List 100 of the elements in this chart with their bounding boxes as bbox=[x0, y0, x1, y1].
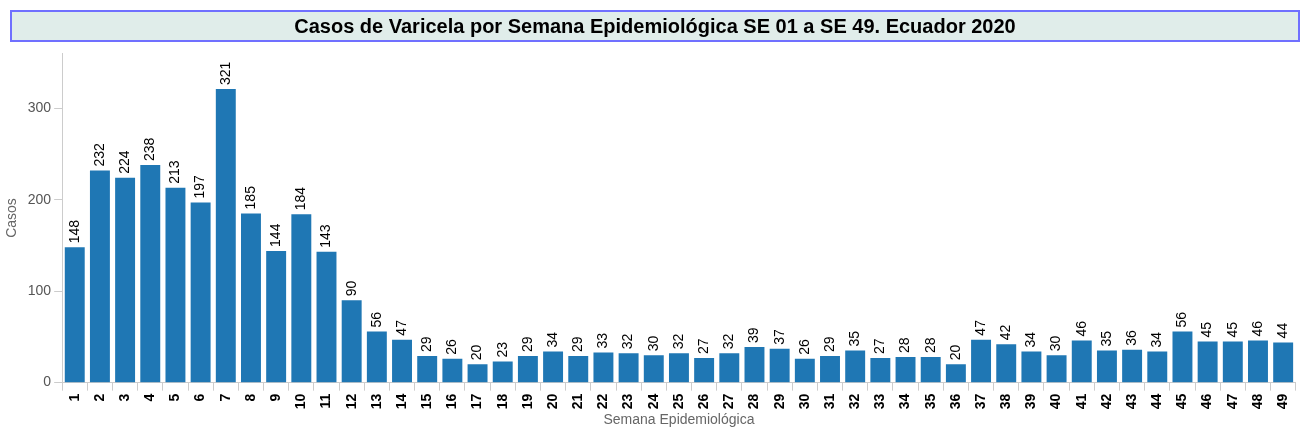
data-label: 27 bbox=[694, 338, 711, 354]
data-label: 232 bbox=[90, 142, 107, 167]
bar bbox=[517, 356, 538, 383]
data-label: 29 bbox=[518, 336, 535, 353]
x-tick-label: 38 bbox=[997, 393, 1014, 410]
bar bbox=[1248, 340, 1268, 383]
bar bbox=[316, 251, 337, 383]
data-label: 36 bbox=[1122, 329, 1139, 346]
x-tick-label: 2 bbox=[90, 393, 107, 402]
x-tick-label: 36 bbox=[946, 393, 963, 410]
bar bbox=[190, 202, 211, 383]
x-tick-label: 22 bbox=[594, 393, 611, 410]
bar bbox=[241, 213, 261, 383]
x-tick-label: 46 bbox=[1198, 393, 1215, 410]
data-label: 35 bbox=[1097, 330, 1114, 347]
bar bbox=[467, 364, 488, 383]
data-label: 23 bbox=[493, 341, 510, 358]
x-tick-label: 10 bbox=[292, 393, 309, 410]
bar bbox=[668, 353, 689, 383]
data-label: 42 bbox=[997, 324, 1014, 341]
bar bbox=[1122, 349, 1143, 383]
bar bbox=[996, 344, 1017, 383]
data-label: 39 bbox=[745, 327, 762, 343]
x-tick-label: 3 bbox=[115, 393, 132, 402]
y-tick-label: 100 bbox=[27, 282, 52, 299]
data-label: 45 bbox=[1223, 321, 1240, 338]
bar bbox=[1071, 340, 1092, 383]
data-label: 28 bbox=[896, 337, 913, 354]
data-label: 30 bbox=[1047, 335, 1064, 352]
data-label: 143 bbox=[317, 224, 334, 248]
data-label: 34 bbox=[1148, 331, 1165, 348]
y-axis-title: Casos bbox=[3, 198, 20, 238]
data-label: 34 bbox=[543, 331, 560, 348]
x-tick-label: 8 bbox=[241, 393, 258, 402]
bar bbox=[820, 356, 840, 383]
bar bbox=[392, 339, 412, 383]
x-tick-label: 5 bbox=[166, 393, 183, 402]
x-tick-label: 26 bbox=[694, 393, 711, 410]
bar bbox=[366, 331, 387, 383]
data-label: 56 bbox=[367, 311, 384, 328]
bar bbox=[694, 357, 715, 383]
x-tick-label: 17 bbox=[468, 393, 485, 410]
data-label: 32 bbox=[619, 333, 636, 350]
bar bbox=[1147, 351, 1168, 383]
x-tick-label: 43 bbox=[1122, 393, 1139, 410]
bar bbox=[291, 214, 312, 383]
data-label: 184 bbox=[292, 186, 309, 211]
x-tick-label: 39 bbox=[1022, 393, 1039, 410]
data-label: 45 bbox=[1198, 321, 1215, 338]
bar bbox=[64, 247, 85, 383]
x-tick-label: 16 bbox=[443, 393, 460, 410]
bar bbox=[215, 89, 236, 383]
data-label: 30 bbox=[644, 335, 661, 352]
data-label: 37 bbox=[770, 329, 787, 345]
x-tick-label: 1 bbox=[65, 393, 82, 402]
data-label: 144 bbox=[267, 223, 284, 247]
x-tick-label: 6 bbox=[191, 393, 208, 402]
bar bbox=[870, 357, 891, 383]
x-tick-label: 32 bbox=[846, 393, 863, 410]
bar bbox=[341, 300, 362, 383]
x-tick-label: 18 bbox=[493, 393, 510, 410]
bar bbox=[1273, 342, 1294, 383]
bar bbox=[1222, 341, 1243, 383]
bar bbox=[971, 339, 992, 383]
x-tick-label: 42 bbox=[1097, 393, 1114, 410]
bar bbox=[442, 358, 463, 383]
x-tick-label: 33 bbox=[871, 393, 888, 410]
x-tick-label: 29 bbox=[770, 393, 787, 410]
data-label: 28 bbox=[921, 337, 938, 354]
bar bbox=[920, 357, 941, 383]
data-label: 213 bbox=[166, 160, 183, 184]
bar bbox=[417, 356, 438, 383]
y-tick-label: 0 bbox=[43, 373, 52, 390]
bar bbox=[1096, 350, 1117, 383]
data-label: 27 bbox=[871, 338, 888, 354]
bar bbox=[115, 177, 136, 383]
x-tick-label: 40 bbox=[1047, 393, 1064, 410]
x-tick-label: 45 bbox=[1173, 393, 1190, 410]
data-label: 29 bbox=[569, 336, 586, 353]
bar bbox=[568, 356, 589, 383]
data-label: 238 bbox=[141, 137, 158, 161]
x-tick-label: 15 bbox=[418, 393, 435, 410]
x-tick-label: 49 bbox=[1274, 393, 1291, 410]
x-tick-label: 48 bbox=[1248, 393, 1265, 410]
bar bbox=[1046, 355, 1067, 383]
x-tick-label: 44 bbox=[1148, 393, 1165, 410]
x-tick-label: 11 bbox=[317, 393, 334, 409]
chart-title: Casos de Varicela por Semana Epidemiológica SE 01 a SE 49. Ecuador 2020 bbox=[10, 10, 1300, 42]
data-label: 29 bbox=[820, 336, 837, 353]
data-label: 29 bbox=[418, 336, 435, 353]
bar bbox=[643, 355, 664, 383]
x-tick-label: 23 bbox=[619, 393, 636, 410]
bar bbox=[89, 170, 110, 383]
x-tick-label: 37 bbox=[971, 393, 988, 410]
bar bbox=[593, 352, 614, 383]
data-label: 26 bbox=[795, 339, 812, 355]
bar bbox=[769, 348, 790, 383]
y-tick-label: 200 bbox=[27, 190, 52, 207]
x-tick-label: 28 bbox=[745, 393, 762, 410]
x-tick-label: 30 bbox=[795, 393, 812, 410]
